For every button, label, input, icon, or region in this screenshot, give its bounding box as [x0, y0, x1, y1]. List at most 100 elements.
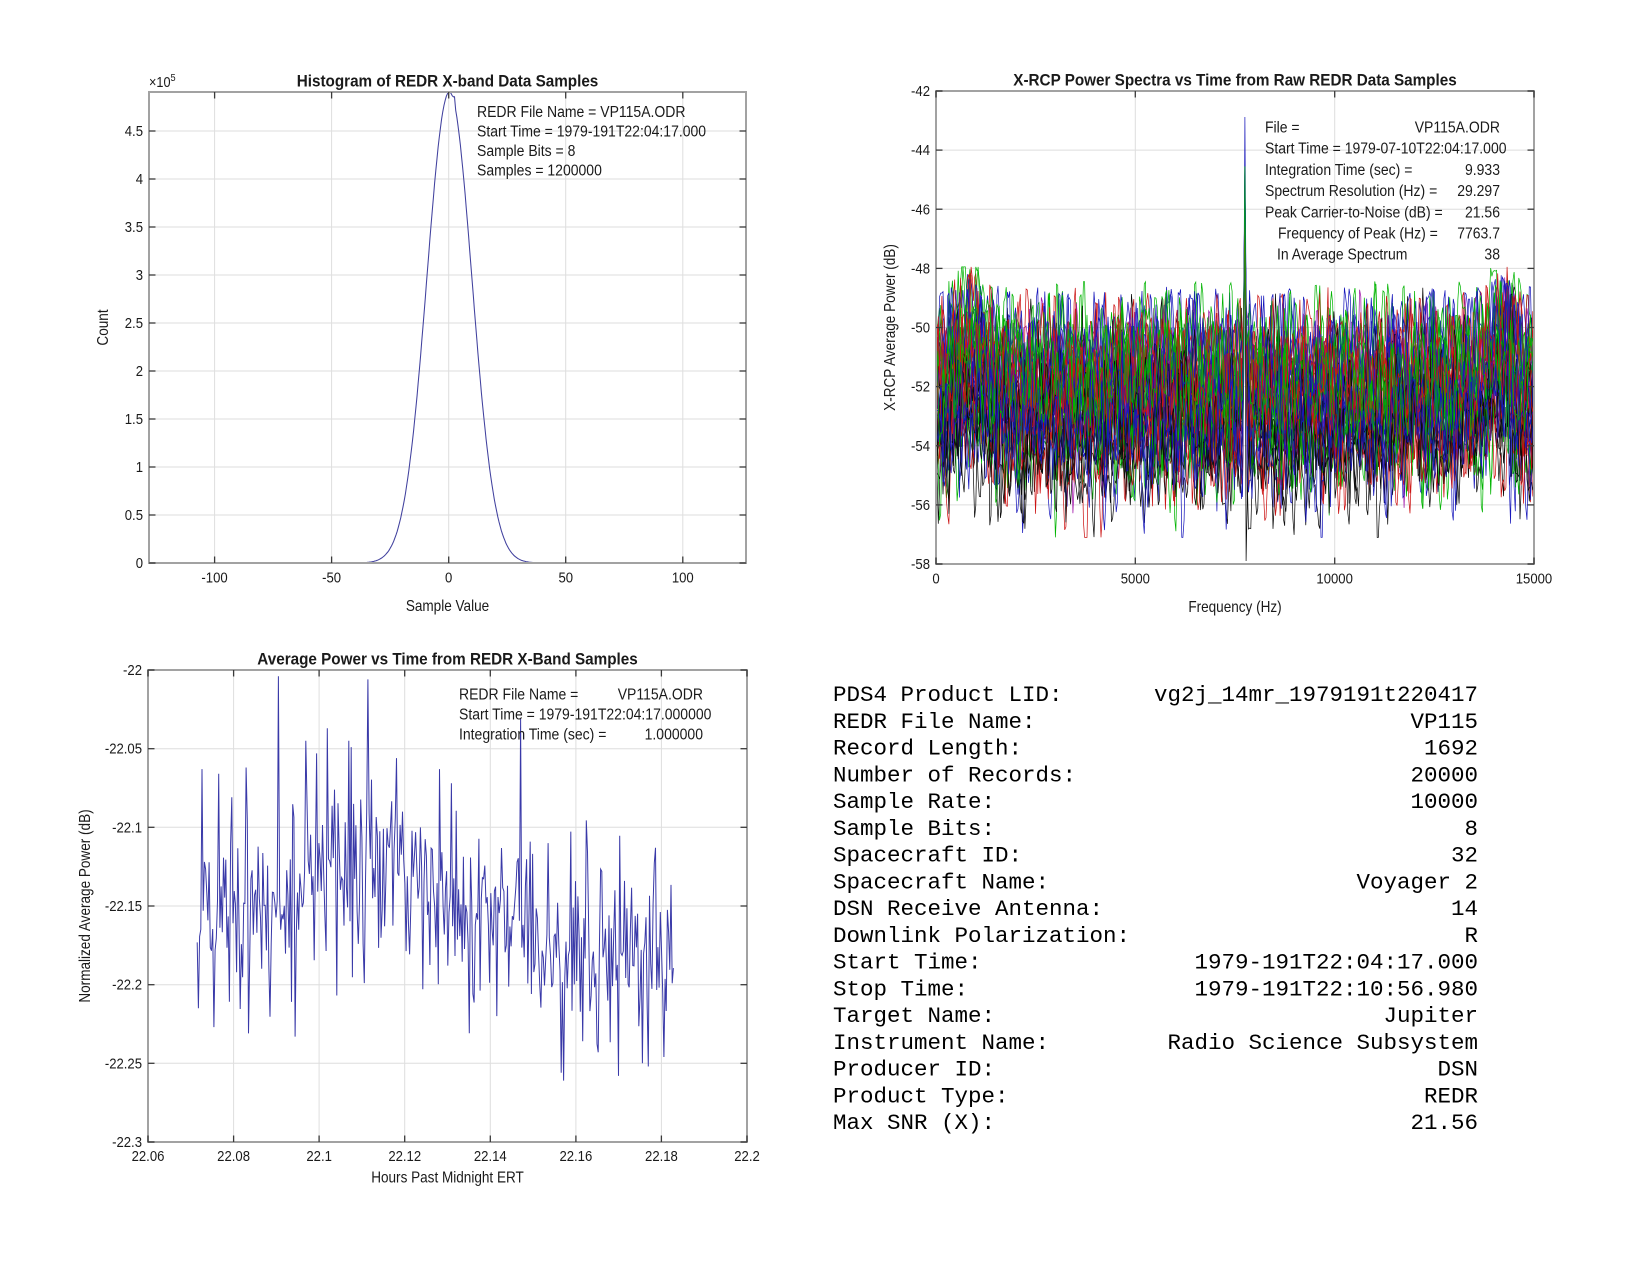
svg-text:Radio Science Subsystem: Radio Science Subsystem — [1167, 1030, 1478, 1056]
svg-text:-22.15: -22.15 — [105, 897, 142, 914]
svg-text:-46: -46 — [911, 200, 930, 217]
svg-text:4.5: 4.5 — [125, 122, 143, 139]
svg-text:1979-191T22:04:17.000: 1979-191T22:04:17.000 — [1194, 950, 1478, 976]
svg-text:Average Power vs Time from RED: Average Power vs Time from REDR X-Band S… — [257, 651, 638, 669]
svg-text:Instrument Name:: Instrument Name: — [833, 1030, 1049, 1056]
svg-text:R: R — [1464, 923, 1478, 949]
svg-text:2: 2 — [136, 362, 143, 379]
svg-text:-22.3: -22.3 — [112, 1133, 142, 1150]
svg-text:7763.7: 7763.7 — [1457, 226, 1500, 243]
svg-text:14: 14 — [1451, 896, 1478, 922]
svg-text:Sample Bits:: Sample Bits: — [833, 816, 995, 842]
svg-text:Max SNR (X):: Max SNR (X): — [833, 1110, 995, 1136]
svg-text:0.5: 0.5 — [125, 506, 143, 523]
svg-text:Frequency of Peak (Hz) =: Frequency of Peak (Hz) = — [1278, 226, 1438, 243]
svg-text:-100: -100 — [201, 569, 227, 586]
svg-text:Hours Past Midnight ERT: Hours Past Midnight ERT — [371, 1170, 524, 1187]
svg-text:REDR File Name = VP115A.ODR: REDR File Name = VP115A.ODR — [477, 104, 686, 121]
svg-text:X-RCP Power Spectra vs Time fr: X-RCP Power Spectra vs Time from Raw RED… — [1013, 72, 1457, 90]
svg-text:22.08: 22.08 — [217, 1147, 250, 1164]
svg-text:-50: -50 — [322, 569, 341, 586]
svg-text:Samples = 1200000: Samples = 1200000 — [477, 163, 602, 180]
svg-text:3: 3 — [136, 266, 143, 283]
svg-text:10000: 10000 — [1410, 789, 1478, 815]
svg-text:Sample Value: Sample Value — [406, 598, 489, 615]
svg-text:Integration Time (sec) =: Integration Time (sec) = — [1265, 162, 1412, 179]
svg-text:-48: -48 — [911, 260, 930, 277]
svg-text:-56: -56 — [911, 496, 930, 513]
svg-text:29.297: 29.297 — [1457, 184, 1500, 201]
svg-text:DSN: DSN — [1437, 1057, 1478, 1083]
svg-text:-52: -52 — [911, 378, 930, 395]
svg-text:50: 50 — [558, 569, 573, 586]
svg-text:In Average Spectrum: In Average Spectrum — [1277, 247, 1407, 264]
svg-text:VP115: VP115 — [1410, 709, 1478, 735]
svg-text:5000: 5000 — [1121, 570, 1150, 587]
svg-text:22.12: 22.12 — [388, 1147, 421, 1164]
svg-text:4: 4 — [136, 170, 143, 187]
svg-text:REDR File Name =: REDR File Name = — [459, 687, 578, 704]
svg-text:-22.05: -22.05 — [105, 740, 142, 757]
svg-text:-22.25: -22.25 — [105, 1054, 142, 1071]
svg-text:Start Time = 1979-07-10T22:04:: Start Time = 1979-07-10T22:04:17.000 — [1265, 141, 1507, 158]
svg-text:22.1: 22.1 — [306, 1147, 332, 1164]
svg-text:-54: -54 — [911, 437, 930, 454]
svg-text:0: 0 — [932, 570, 939, 587]
svg-text:9.933: 9.933 — [1465, 162, 1500, 179]
svg-text:Start Time = 1979-191T22:04:17: Start Time = 1979-191T22:04:17.000000 — [459, 707, 711, 724]
svg-text:-22: -22 — [123, 661, 142, 678]
svg-text:Start Time = 1979-191T22:04:17: Start Time = 1979-191T22:04:17.000 — [477, 124, 706, 141]
svg-text:1692: 1692 — [1424, 736, 1478, 762]
svg-text:Record Length:: Record Length: — [833, 736, 1022, 762]
svg-text:1.000000: 1.000000 — [645, 727, 703, 744]
svg-text:Spectrum Resolution (Hz) =: Spectrum Resolution (Hz) = — [1265, 184, 1437, 201]
svg-text:Target Name:: Target Name: — [833, 1003, 995, 1029]
svg-text:1: 1 — [136, 458, 143, 475]
svg-text:-22.1: -22.1 — [112, 818, 142, 835]
svg-text:PDS4 Product LID:: PDS4 Product LID: — [833, 682, 1063, 708]
svg-text:Spacecraft ID:: Spacecraft ID: — [833, 843, 1022, 869]
svg-text:38: 38 — [1484, 247, 1500, 264]
svg-text:-42: -42 — [911, 82, 930, 99]
svg-text:32: 32 — [1451, 843, 1478, 869]
svg-text:Integration Time (sec) =: Integration Time (sec) = — [459, 727, 606, 744]
svg-text:VP115A.ODR: VP115A.ODR — [618, 687, 703, 704]
svg-text:×105: ×105 — [149, 72, 176, 90]
svg-text:21.56: 21.56 — [1410, 1110, 1478, 1136]
svg-text:-22.2: -22.2 — [112, 976, 142, 993]
svg-text:22.14: 22.14 — [474, 1147, 507, 1164]
svg-text:20000: 20000 — [1410, 762, 1478, 788]
svg-text:22.16: 22.16 — [559, 1147, 592, 1164]
svg-text:vg2j_14mr_1979191t220417: vg2j_14mr_1979191t220417 — [1154, 682, 1478, 708]
svg-text:-58: -58 — [911, 555, 930, 572]
svg-text:Downlink Polarization:: Downlink Polarization: — [833, 923, 1130, 949]
svg-text:Producer ID:: Producer ID: — [833, 1057, 995, 1083]
svg-text:8: 8 — [1464, 816, 1478, 842]
svg-text:3.5: 3.5 — [125, 218, 143, 235]
svg-text:File =: File = — [1265, 120, 1300, 137]
svg-text:-50: -50 — [911, 319, 930, 336]
svg-text:21.56: 21.56 — [1465, 205, 1500, 222]
svg-text:22.18: 22.18 — [645, 1147, 678, 1164]
svg-text:DSN Receive Antenna:: DSN Receive Antenna: — [833, 896, 1103, 922]
svg-text:Sample Rate:: Sample Rate: — [833, 789, 995, 815]
svg-text:Number of Records:: Number of Records: — [833, 762, 1076, 788]
svg-text:1979-191T22:10:56.980: 1979-191T22:10:56.980 — [1194, 976, 1478, 1002]
svg-text:10000: 10000 — [1316, 570, 1353, 587]
svg-text:Peak Carrier-to-Noise (dB) =: Peak Carrier-to-Noise (dB) = — [1265, 205, 1443, 222]
svg-text:Spacecraft Name:: Spacecraft Name: — [833, 869, 1049, 895]
svg-text:X-RCP Average Power (dB): X-RCP Average Power (dB) — [882, 244, 899, 411]
svg-text:-44: -44 — [911, 141, 930, 158]
svg-text:Normalized Average Power (dB): Normalized Average Power (dB) — [77, 809, 94, 1002]
svg-text:1.5: 1.5 — [125, 410, 143, 427]
svg-text:15000: 15000 — [1516, 570, 1553, 587]
svg-text:22.2: 22.2 — [734, 1147, 760, 1164]
svg-text:2.5: 2.5 — [125, 314, 143, 331]
svg-text:VP115A.ODR: VP115A.ODR — [1415, 120, 1500, 137]
svg-text:Frequency (Hz): Frequency (Hz) — [1188, 599, 1281, 616]
svg-text:Count: Count — [95, 309, 112, 345]
svg-text:Product Type:: Product Type: — [833, 1083, 1009, 1109]
svg-text:Sample Bits = 8: Sample Bits = 8 — [477, 143, 575, 160]
svg-text:Start Time:: Start Time: — [833, 950, 982, 976]
svg-text:REDR: REDR — [1424, 1083, 1478, 1109]
